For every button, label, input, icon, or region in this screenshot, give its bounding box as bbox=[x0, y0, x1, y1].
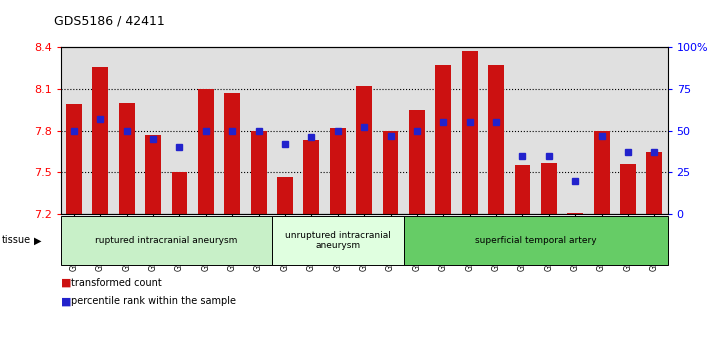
Bar bbox=[171, 172, 187, 214]
Text: superficial temporal artery: superficial temporal artery bbox=[475, 236, 596, 245]
Text: transformed count: transformed count bbox=[71, 278, 162, 288]
Bar bbox=[646, 151, 663, 214]
Bar bbox=[303, 140, 319, 214]
Bar bbox=[620, 164, 636, 214]
Bar bbox=[383, 131, 398, 214]
Bar bbox=[436, 65, 451, 214]
Bar bbox=[515, 166, 531, 214]
Bar bbox=[462, 52, 478, 214]
Bar bbox=[198, 89, 213, 214]
Text: ruptured intracranial aneurysm: ruptured intracranial aneurysm bbox=[95, 236, 238, 245]
Text: ▶: ▶ bbox=[34, 236, 42, 245]
Bar bbox=[66, 104, 82, 214]
Bar bbox=[356, 86, 372, 214]
Bar bbox=[251, 131, 266, 214]
Bar bbox=[488, 65, 504, 214]
Bar bbox=[119, 103, 134, 214]
Bar bbox=[568, 213, 583, 214]
Text: unruptured intracranial
aneurysm: unruptured intracranial aneurysm bbox=[285, 231, 391, 250]
Text: GDS5186 / 42411: GDS5186 / 42411 bbox=[54, 15, 164, 28]
Bar bbox=[594, 131, 610, 214]
Text: tissue: tissue bbox=[2, 236, 31, 245]
Bar bbox=[330, 128, 346, 214]
Bar bbox=[277, 177, 293, 214]
Bar bbox=[409, 110, 425, 214]
Bar bbox=[224, 93, 240, 214]
Text: percentile rank within the sample: percentile rank within the sample bbox=[71, 296, 236, 306]
Text: ■: ■ bbox=[61, 278, 71, 288]
Bar bbox=[145, 135, 161, 214]
Text: ■: ■ bbox=[61, 296, 71, 306]
Bar bbox=[92, 67, 109, 214]
Bar bbox=[541, 163, 557, 214]
